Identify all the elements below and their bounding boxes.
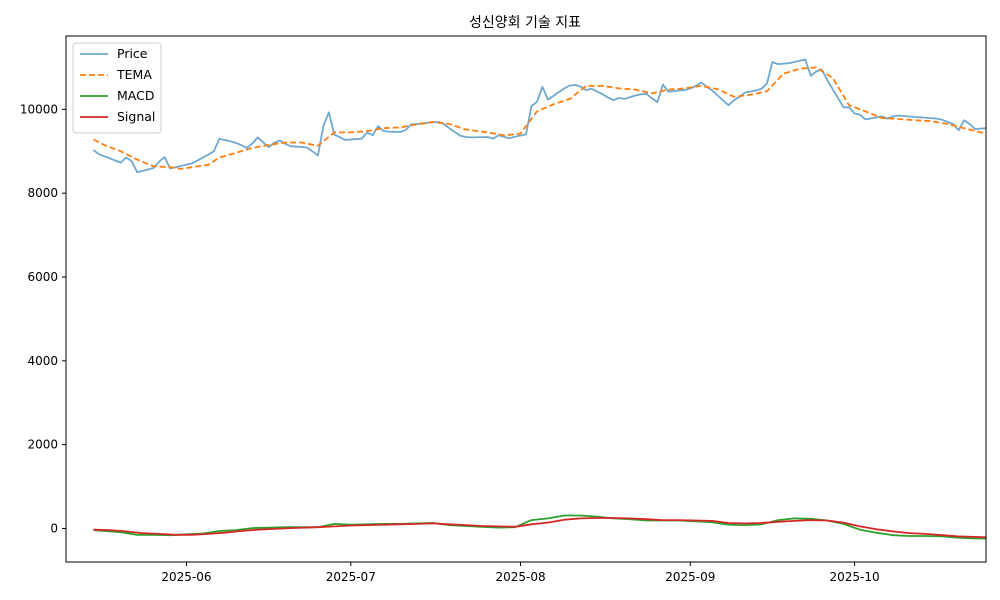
y-axis: 0 2000 4000 6000 8000 10000 — [20, 102, 66, 535]
legend-label-tema: TEMA — [116, 67, 152, 82]
legend-box — [72, 42, 162, 134]
x-tick-label: 2025-07 — [326, 570, 376, 584]
series-layer — [92, 58, 986, 540]
x-tick-label: 2025-06 — [161, 570, 211, 584]
y-tick-label: 6000 — [27, 270, 58, 284]
x-tick-label: 2025-10 — [830, 570, 880, 584]
y-tick-label: 10000 — [20, 102, 58, 116]
x-axis: 2025-06 2025-07 2025-08 2025-09 2025-10 — [161, 562, 880, 584]
legend: Price TEMA MACD Signal — [72, 42, 162, 134]
series-line-signal — [93, 517, 986, 539]
y-tick-label: 4000 — [27, 354, 58, 368]
y-tick-label: 0 — [50, 521, 58, 535]
legend-label-macd: MACD — [117, 88, 154, 103]
legend-label-price: Price — [117, 46, 148, 61]
plot-area — [65, 35, 987, 563]
x-tick-label: 2025-08 — [495, 570, 545, 584]
series-line-tema — [92, 66, 986, 170]
legend-label-signal: Signal — [117, 109, 155, 124]
y-tick-label: 8000 — [27, 186, 58, 200]
x-tick-label: 2025-09 — [665, 570, 715, 584]
chart-title: 성신양회 기술 지표 — [469, 15, 581, 31]
y-tick-label: 2000 — [27, 438, 58, 452]
plot-frame — [65, 35, 987, 563]
series-line-macd — [93, 514, 986, 540]
